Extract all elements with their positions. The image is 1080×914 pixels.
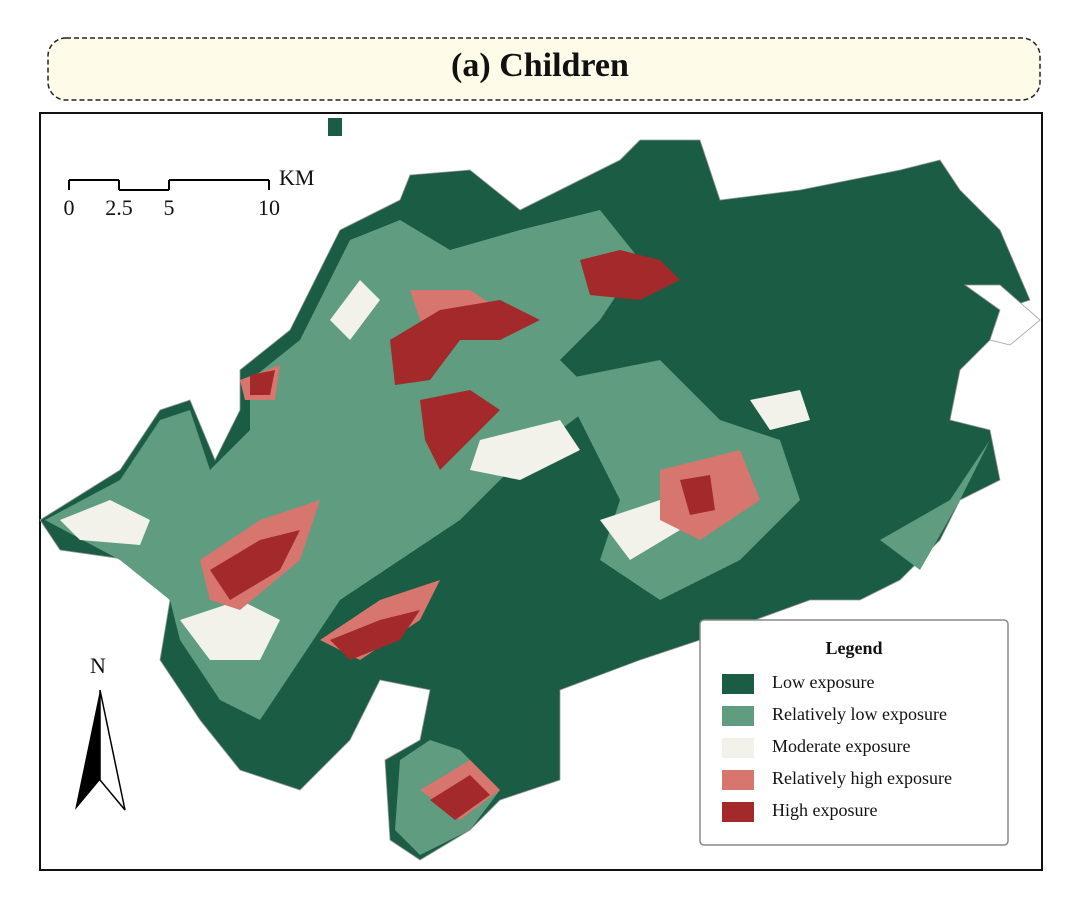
- patch: [750, 390, 810, 430]
- patch: [180, 600, 280, 660]
- patch: [880, 440, 990, 570]
- legend-label: High exposure: [772, 800, 877, 820]
- patch: [580, 250, 680, 300]
- legend-swatch: [722, 738, 754, 758]
- north-label: N: [90, 653, 106, 678]
- scale-label: 10: [258, 195, 280, 220]
- region-high: [210, 250, 715, 820]
- patch: [210, 530, 300, 600]
- region-low: [39, 139, 1031, 861]
- legend-swatch: [722, 674, 754, 694]
- legend-items: Low exposure Relatively low exposure Moder…: [722, 672, 952, 822]
- islet: [328, 118, 342, 136]
- water-body: [963, 284, 1041, 346]
- scale-bar: 0 2.5 5 10 KM: [64, 165, 315, 220]
- legend-swatch: [722, 706, 754, 726]
- patch: [390, 300, 540, 385]
- patch: [250, 370, 275, 395]
- scale-label: 2.5: [105, 195, 133, 220]
- legend-label: Low exposure: [772, 672, 874, 692]
- legend-label: Relatively high exposure: [772, 768, 952, 788]
- scale-unit: KM: [279, 165, 314, 190]
- patch: [470, 420, 580, 480]
- map-area: [39, 118, 1041, 861]
- scale-label: 0: [64, 195, 75, 220]
- patch: [330, 610, 420, 660]
- patch: [420, 390, 500, 470]
- scale-label: 5: [164, 195, 175, 220]
- title: (a) Children: [451, 47, 629, 84]
- north-arrow-light: [99, 689, 126, 811]
- legend-box: [699, 619, 1009, 846]
- patch: [680, 475, 715, 515]
- legend-swatch: [722, 802, 754, 822]
- legend-label: Moderate exposure: [772, 736, 910, 756]
- legend-label: Relatively low exposure: [772, 704, 947, 724]
- legend-title: Legend: [825, 638, 882, 658]
- region-moderate: [60, 280, 810, 660]
- north-arrow: [75, 689, 126, 811]
- patch: [330, 280, 380, 340]
- north-arrow-dark: [75, 690, 100, 810]
- patch: [430, 775, 490, 820]
- patch: [60, 500, 150, 545]
- legend-swatch: [722, 770, 754, 790]
- title-box: [47, 37, 1041, 101]
